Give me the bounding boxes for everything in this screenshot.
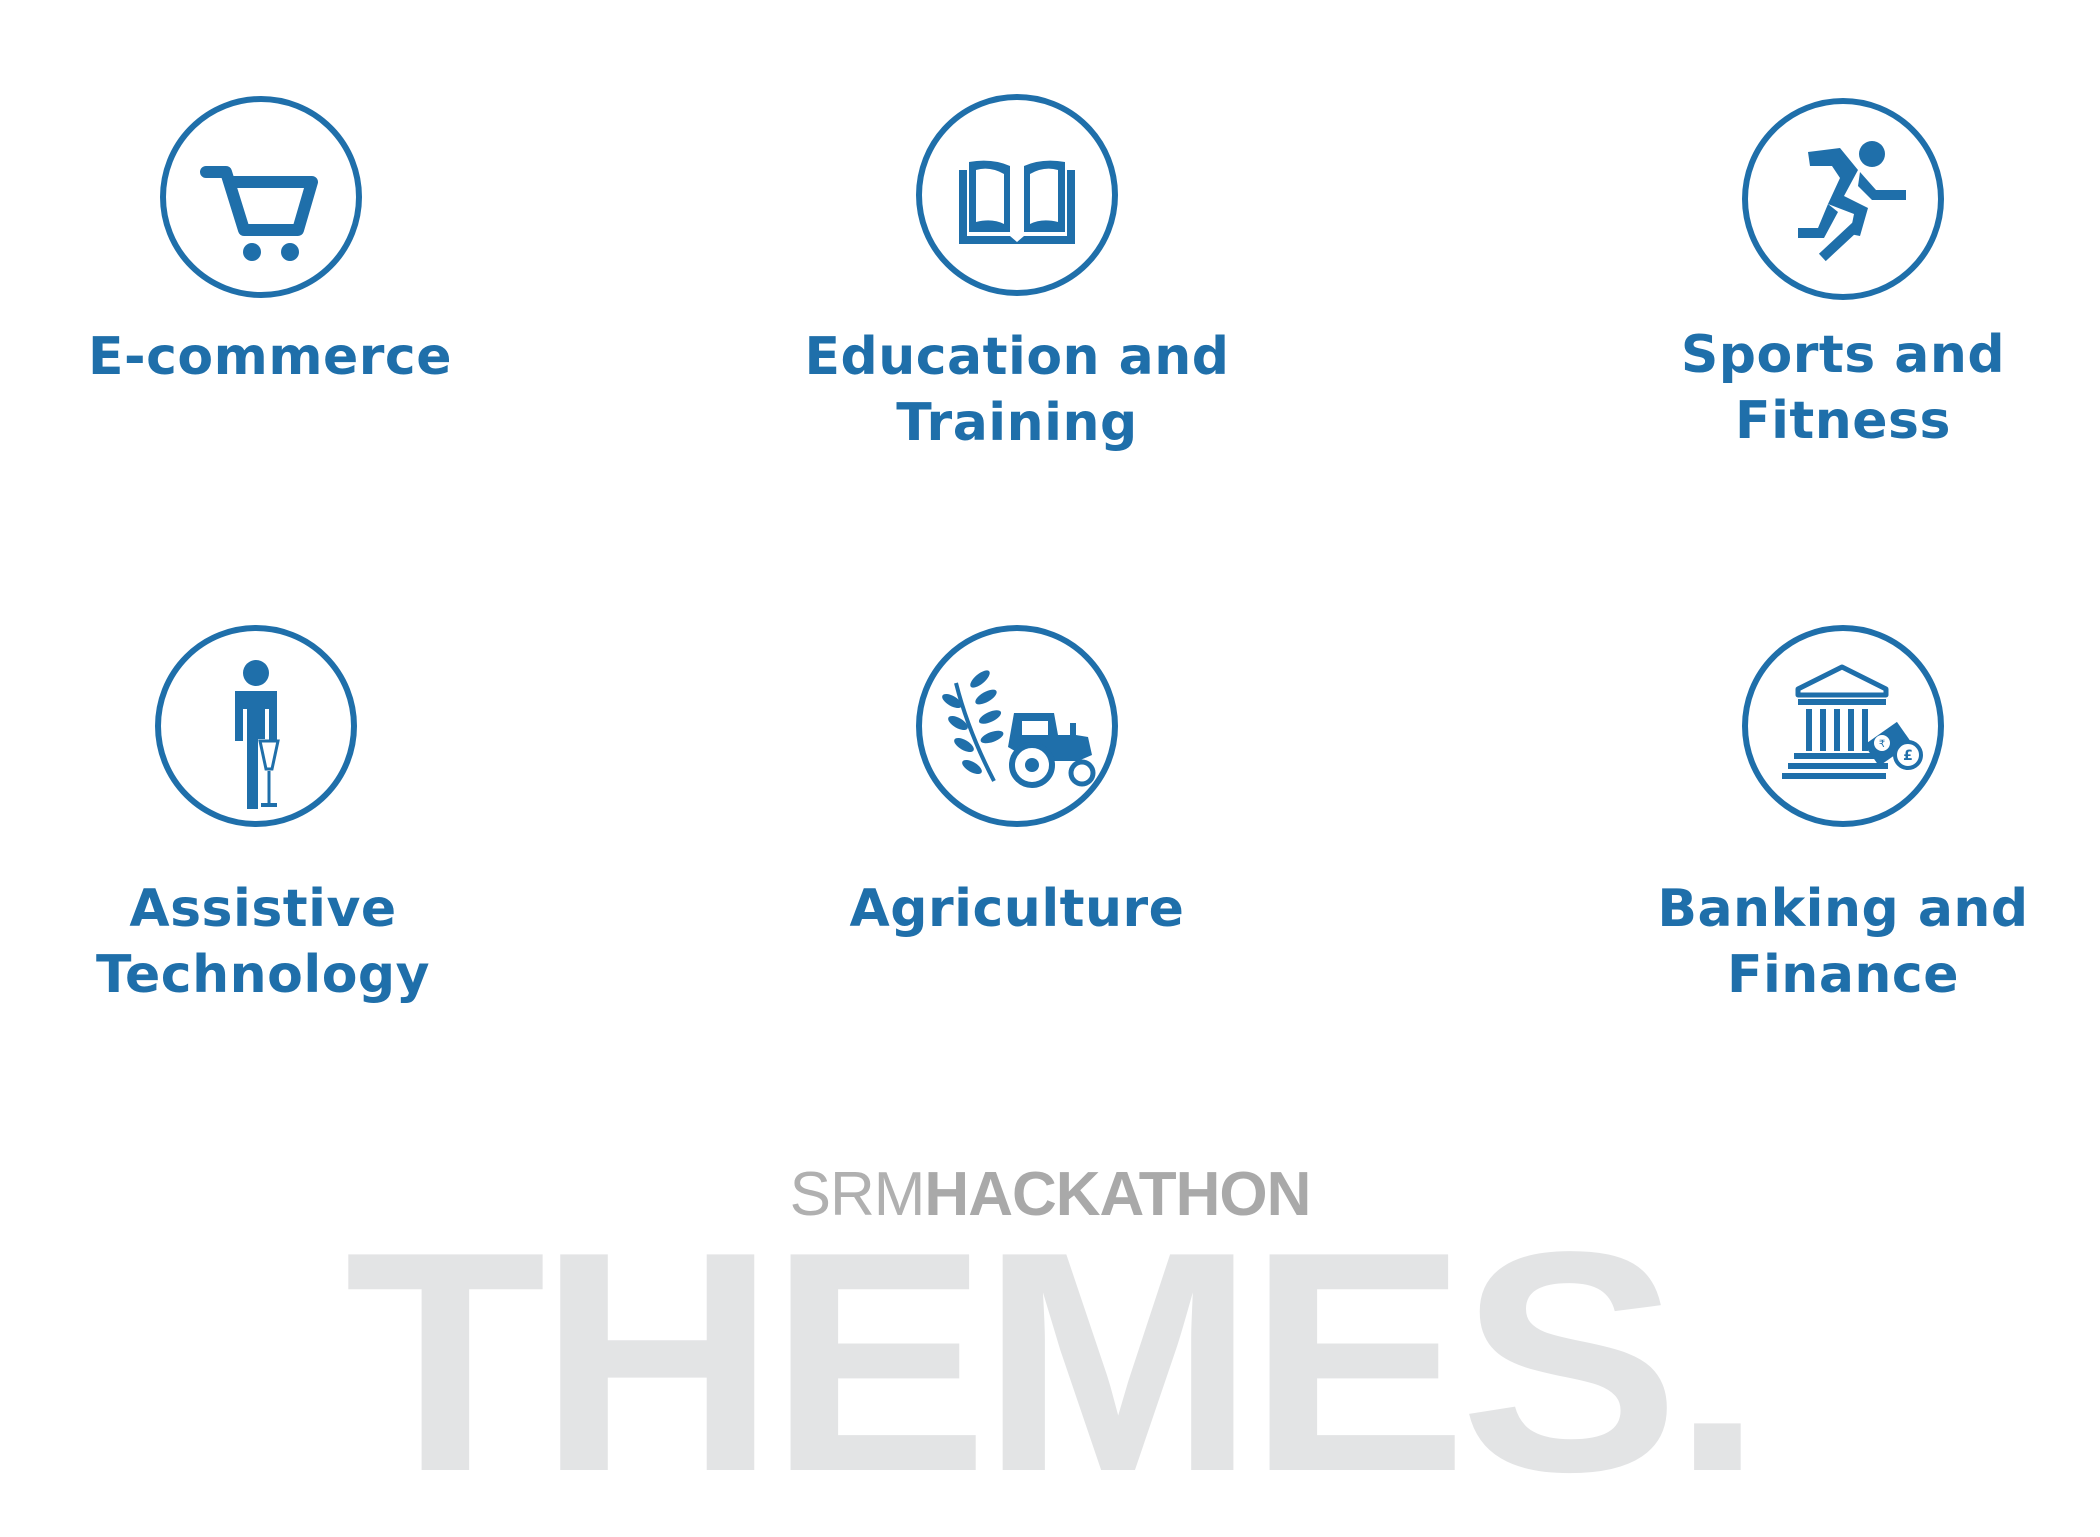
prosthetic-leg-person-icon (235, 660, 280, 809)
svg-text:₹: ₹ (1879, 739, 1885, 750)
tractor-plant-icon (942, 670, 1096, 788)
svg-text:£: £ (1903, 748, 1913, 764)
brand-wordmark: SRMHACKATHON (0, 1160, 2100, 1230)
theme-ecommerce-icon-ring (160, 96, 362, 298)
theme-education-icon-ring (916, 94, 1118, 296)
brand-bold-text: HACKATHON (924, 1160, 1311, 1229)
headline-watermark: THEMES. (344, 1186, 1764, 1537)
shopping-cart-icon (200, 166, 318, 261)
theme-banking-icon-ring: ₹ £ (1742, 625, 1944, 827)
theme-education-label: Education and Training (804, 327, 1230, 453)
runner-icon (1798, 141, 1906, 262)
bank-money-icon: ₹ £ (1782, 664, 1923, 779)
open-book-icon (959, 160, 1075, 244)
brand-light-text: SRM (789, 1160, 926, 1229)
theme-sports-icon-ring (1742, 98, 1944, 300)
theme-assistive-label: Assistive Technology (95, 879, 431, 1005)
theme-agriculture-icon-ring (916, 625, 1118, 827)
theme-ecommerce-label: E-commerce (87, 327, 453, 387)
theme-assistive-icon-ring (155, 625, 357, 827)
theme-sports-label: Sports and Fitness (1680, 325, 2006, 451)
theme-agriculture-label: Agriculture (849, 879, 1185, 939)
theme-banking-label: Banking and Finance (1657, 879, 2029, 1005)
